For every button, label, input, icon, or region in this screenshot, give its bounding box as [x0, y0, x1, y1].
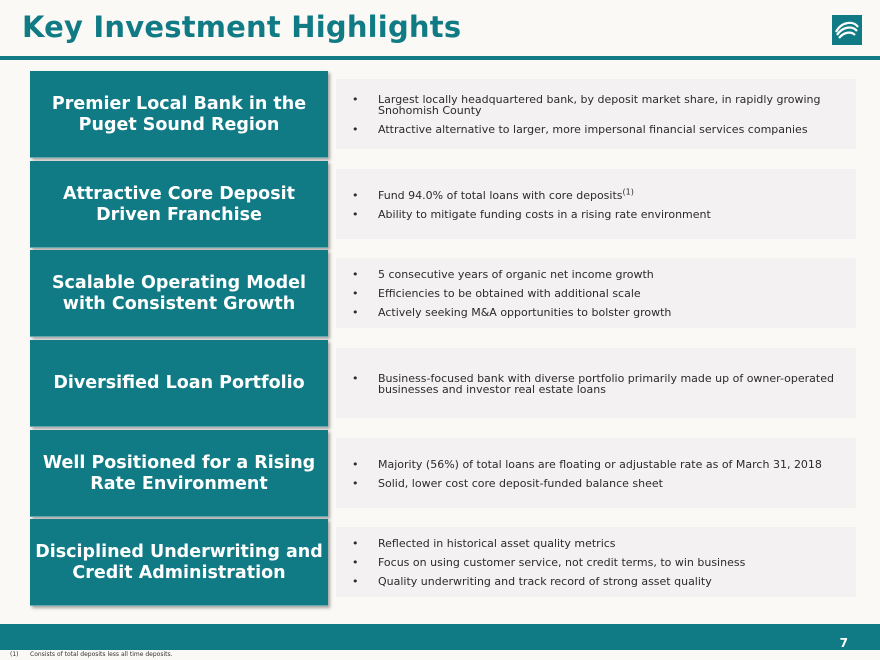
bullet-dot-icon: • — [352, 188, 359, 202]
bullet-text-content: Largest locally headquartered bank, by d… — [378, 93, 821, 117]
highlight-row: Scalable Operating Model with Consistent… — [30, 250, 856, 337]
bullet-text: Actively seeking M&A opportunities to bo… — [378, 307, 852, 318]
bullet-dot-icon: • — [352, 93, 359, 106]
bullet-list: • Majority (56%) of total loans are float… — [352, 430, 852, 517]
bullet-item: • Actively seeking M&A opportunities to b… — [352, 307, 852, 318]
bullet-dot-icon: • — [352, 268, 359, 281]
highlight-heading-box: Diversified Loan Portfolio — [30, 340, 328, 427]
bank-swirl-logo-icon — [835, 21, 859, 39]
highlight-heading-box: Scalable Operating Model with Consistent… — [30, 250, 328, 337]
highlight-detail-panel — [336, 438, 856, 508]
bullet-text: Business-focused bank with diverse portf… — [378, 373, 852, 395]
bullet-dot-icon: • — [352, 371, 359, 385]
bullet-text-content: Actively seeking M&A opportunities to bo… — [378, 306, 672, 319]
highlight-heading: Diversified Loan Portfolio — [53, 373, 305, 393]
highlight-heading: Scalable Operating Model with Consistent… — [51, 272, 307, 314]
bullet-item: • 5 consecutive years of organic net inco… — [352, 269, 852, 280]
highlight-heading-box: Disciplined Underwriting and Credit Admi… — [30, 519, 328, 606]
bullet-dot-icon: • — [352, 207, 359, 221]
footnote-text: Consists of total deposits less all time… — [30, 651, 173, 658]
page-title: Key Investment Highlights — [22, 10, 462, 44]
highlight-heading-box: Attractive Core Deposit Driven Franchise — [30, 161, 328, 248]
bullet-item: • Quality underwriting and track record o… — [352, 576, 852, 587]
bullet-list: • 5 consecutive years of organic net inco… — [352, 250, 852, 337]
bullet-text-content: Ability to mitigate funding costs in a r… — [378, 207, 711, 221]
bullet-list: • Largest locally headquartered bank, by … — [352, 71, 852, 158]
bullet-text-content: Quality underwriting and track record of… — [378, 575, 712, 588]
highlight-heading: Well Positioned for a Rising Rate Enviro… — [42, 452, 316, 494]
bullet-text-content: Focus on using customer service, not cre… — [378, 556, 746, 569]
title-divider — [0, 56, 880, 60]
bullet-text: Solid, lower cost core deposit-funded ba… — [378, 478, 852, 489]
bullet-text-content: Majority (56%) of total loans are floati… — [378, 457, 822, 471]
highlight-row: Premier Local Bank in the Puget Sound Re… — [30, 71, 856, 158]
bullet-item: • Attractive alternative to larger, more … — [352, 124, 852, 135]
highlight-row: Diversified Loan Portfolio • Business-focu… — [30, 340, 856, 427]
bullet-item: • Largest locally headquartered bank, by … — [352, 94, 852, 116]
highlight-heading: Premier Local Bank in the Puget Sound Re… — [51, 93, 307, 135]
footnote-reference: (1) — [622, 186, 634, 196]
highlight-heading: Attractive Core Deposit Driven Franchise — [62, 183, 295, 225]
highlight-row: Well Positioned for a Rising Rate Enviro… — [30, 430, 856, 517]
bank-swirl-logo — [832, 15, 862, 45]
bullet-item: • Business-focused bank with diverse port… — [352, 373, 852, 395]
bullet-text-content: Reflected in historical asset quality me… — [378, 537, 616, 550]
bullet-text: 5 consecutive years of organic net incom… — [378, 269, 852, 280]
bullet-item: • Reflected in historical asset quality m… — [352, 538, 852, 549]
highlight-heading-box: Premier Local Bank in the Puget Sound Re… — [30, 71, 328, 158]
highlight-row: Disciplined Underwriting and Credit Admi… — [30, 519, 856, 606]
bullet-list: • Business-focused bank with diverse port… — [352, 340, 852, 427]
bullet-text: Ability to mitigate funding costs in a r… — [378, 209, 852, 220]
bullet-text: Efficiencies to be obtained with additio… — [378, 288, 852, 299]
bullet-dot-icon: • — [352, 476, 359, 490]
bullet-dot-icon: • — [352, 306, 359, 319]
bullet-text-content: Attractive alternative to larger, more i… — [378, 123, 808, 136]
highlight-detail-panel — [336, 79, 856, 149]
bullet-text-content: Business-focused bank with diverse portf… — [378, 371, 834, 396]
highlight-heading: Disciplined Underwriting and Credit Admi… — [35, 541, 323, 583]
page-number: 7 — [839, 636, 848, 650]
highlight-detail-panel — [336, 348, 856, 418]
footnote-marker: (1) — [10, 651, 19, 658]
bullet-dot-icon: • — [352, 556, 359, 569]
bullet-text: Attractive alternative to larger, more i… — [378, 124, 852, 135]
bullet-item: • Focus on using customer service, not cr… — [352, 557, 852, 568]
bullet-dot-icon: • — [352, 457, 359, 471]
bullet-item: • Efficiencies to be obtained with additi… — [352, 288, 852, 299]
highlight-detail-panel — [336, 258, 856, 328]
bullet-text: Reflected in historical asset quality me… — [378, 538, 852, 549]
highlight-detail-panel — [336, 169, 856, 239]
highlight-heading-box: Well Positioned for a Rising Rate Enviro… — [30, 430, 328, 517]
highlight-detail-panel — [336, 527, 856, 597]
bullet-text: Largest locally headquartered bank, by d… — [378, 94, 852, 116]
bullet-item: • Majority (56%) of total loans are float… — [352, 459, 852, 470]
footnote: (1) Consists of total deposits less all t… — [10, 651, 173, 658]
bullet-text-content: 5 consecutive years of organic net incom… — [378, 268, 654, 281]
footer-band — [0, 624, 880, 650]
bullet-list: • Fund 94.0% of total loans with core dep… — [352, 161, 852, 248]
bullet-dot-icon: • — [352, 287, 359, 300]
bullet-text-content: Efficiencies to be obtained with additio… — [378, 287, 641, 300]
bullet-item: • Solid, lower cost core deposit-funded b… — [352, 478, 852, 489]
bullet-dot-icon: • — [352, 537, 359, 550]
bullet-text-content: Solid, lower cost core deposit-funded ba… — [378, 476, 663, 490]
bullet-text: Fund 94.0% of total loans with core depo… — [378, 186, 852, 202]
bullet-list: • Reflected in historical asset quality m… — [352, 519, 852, 606]
bullet-dot-icon: • — [352, 123, 359, 136]
highlight-row: Attractive Core Deposit Driven Franchise… — [30, 161, 856, 248]
bullet-text: Majority (56%) of total loans are floati… — [378, 459, 852, 470]
bullet-text: Focus on using customer service, not cre… — [378, 557, 852, 568]
bullet-text-content: Fund 94.0% of total loans with core depo… — [378, 188, 623, 202]
bullet-item: • Fund 94.0% of total loans with core dep… — [352, 186, 852, 202]
bullet-text: Quality underwriting and track record of… — [378, 576, 852, 587]
bullet-item: • Ability to mitigate funding costs in a … — [352, 209, 852, 220]
bullet-dot-icon: • — [352, 575, 359, 588]
